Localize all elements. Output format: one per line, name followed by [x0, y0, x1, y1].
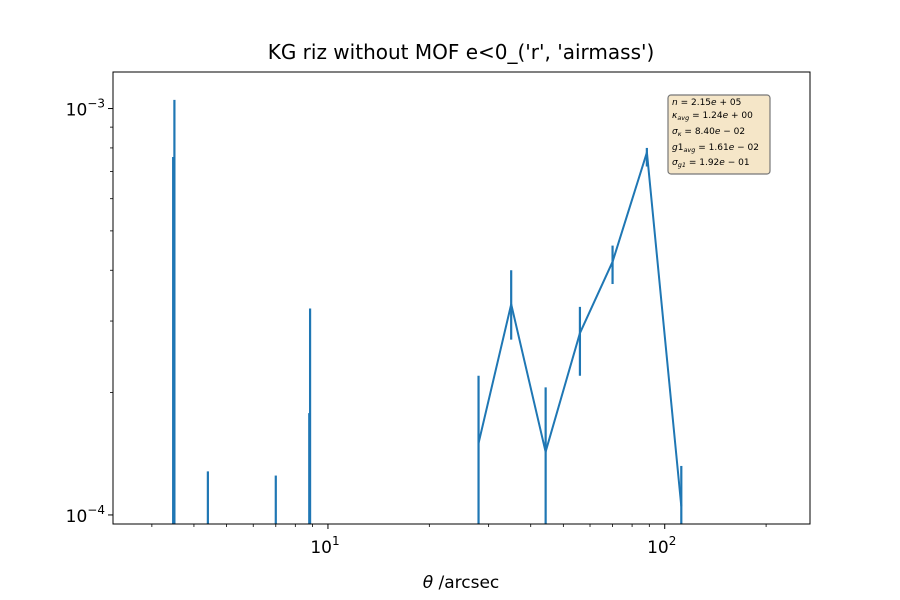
stats-line-n: n = 2.15e + 05	[672, 98, 741, 108]
y-tick-label: 10−4	[66, 503, 105, 527]
stats-line-sigma-g1: σg1 = 1.92e − 01	[672, 158, 750, 169]
x-axis-label: θ /arcsec	[423, 573, 500, 593]
x-tick-base: 10	[310, 538, 332, 558]
line-layer	[477, 151, 683, 507]
x-axis-label-symbol: θ	[423, 573, 434, 593]
y-tick-exponent: −3	[87, 97, 105, 111]
stats-line-sigma-kappa: σκ = 8.40e − 02	[672, 127, 745, 138]
x-axis-label-unit: /arcsec	[433, 573, 499, 593]
stats-box-background	[667, 94, 771, 175]
series-line	[477, 151, 683, 507]
x-tick-label: 101	[310, 534, 339, 558]
y-tick-label: 10−3	[66, 97, 105, 121]
error-bars-layer	[172, 99, 683, 524]
stats-box: n = 2.15e + 05 κavg = 1.24e + 00 σκ = 8.…	[667, 94, 771, 175]
y-tick-base: 10	[66, 101, 88, 121]
x-tick-base: 10	[647, 538, 669, 558]
y-tick-base: 10	[66, 507, 88, 527]
plot-frame	[112, 71, 811, 525]
x-tick-label: 102	[647, 534, 676, 558]
x-tick-exponent: 2	[669, 534, 677, 548]
y-tick-exponent: −4	[87, 503, 105, 517]
stats-line-g1-avg: g1avg = 1.61e − 02	[672, 143, 759, 154]
chart-title: KG riz without MOF e<0_('r', 'airmass')	[268, 40, 655, 64]
stats-line-kappa-avg: κavg = 1.24e + 00	[672, 111, 753, 122]
x-tick-exponent: 1	[332, 534, 340, 548]
